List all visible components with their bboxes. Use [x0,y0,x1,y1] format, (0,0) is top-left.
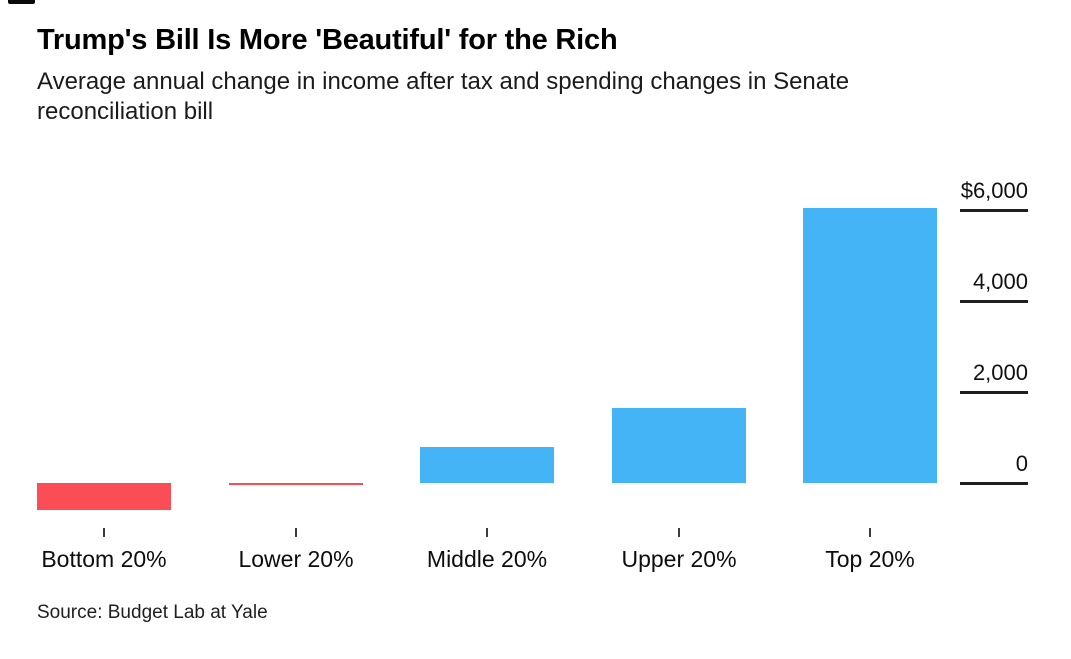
chart-title: Trump's Bill Is More 'Beautiful' for the… [37,24,618,56]
bar-middle-20 [420,447,554,483]
x-axis-tick [295,528,297,537]
y-axis-label-4-000: 4,000 [972,269,1028,294]
bar-upper-20 [612,408,746,483]
x-axis-label-bottom-20: Bottom 20% [41,546,167,572]
y-axis-tick-line [960,482,1028,485]
x-axis-tick [678,528,680,537]
bar-lower-20 [229,483,363,485]
x-axis-tick [869,528,871,537]
y-axis-label-0: 0 [1015,451,1028,476]
x-axis-label-top-20: Top 20% [825,546,915,572]
bar-bottom-20 [37,483,171,510]
y-axis-label-6-000: $6,000 [960,178,1028,203]
y-axis-tick-line [960,391,1028,394]
x-axis-tick [103,528,105,537]
x-axis-label-upper-20: Upper 20% [621,546,737,572]
x-axis-label-lower-20: Lower 20% [238,546,354,572]
y-axis-tick-line [960,209,1028,212]
x-axis-tick [486,528,488,537]
source-attribution: Source: Budget Lab at Yale [37,602,268,623]
bar-top-20 [803,208,937,483]
y-axis-label-2-000: 2,000 [972,360,1028,385]
chart-subtitle: Average annual change in income after ta… [37,68,850,125]
y-axis-tick-line [960,300,1028,303]
x-axis-label-middle-20: Middle 20% [426,546,548,572]
top-left-crop-artifact [8,0,35,4]
